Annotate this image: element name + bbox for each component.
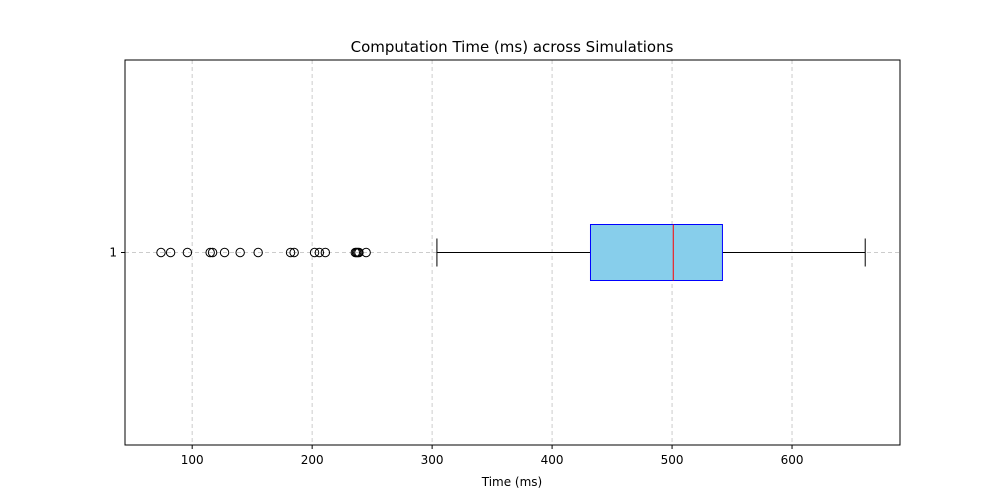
outlier-point bbox=[354, 247, 364, 258]
outlier-point bbox=[156, 247, 166, 258]
outlier-point bbox=[361, 247, 371, 258]
outlier-point bbox=[205, 247, 215, 258]
outlier-point bbox=[219, 247, 230, 258]
outlier-point bbox=[182, 247, 193, 258]
outlier-point bbox=[235, 247, 245, 258]
box-group bbox=[436, 224, 866, 281]
x-tick-label: 600 bbox=[781, 453, 804, 467]
outlier-point bbox=[165, 247, 176, 258]
outlier-group bbox=[156, 247, 371, 258]
outlier-point bbox=[309, 247, 320, 258]
outlier-point bbox=[289, 247, 299, 258]
x-tick-label: 500 bbox=[661, 453, 684, 467]
x-axis-label: Time (ms) bbox=[481, 475, 543, 489]
outlier-point bbox=[207, 247, 218, 258]
x-tick-label: 200 bbox=[301, 453, 324, 467]
iqr-box bbox=[589, 224, 723, 281]
x-tick-label: 300 bbox=[421, 453, 444, 467]
chart-title: Computation Time (ms) across Simulations bbox=[351, 38, 674, 56]
x-axis-ticks: 100 200 300 400 500 600 bbox=[181, 445, 804, 467]
outlier-point bbox=[285, 247, 296, 258]
outlier-point bbox=[320, 247, 331, 258]
outlier-point bbox=[314, 247, 325, 258]
x-tick-label: 100 bbox=[181, 453, 204, 467]
x-tick-label: 400 bbox=[541, 453, 564, 467]
outlier-point bbox=[253, 247, 263, 258]
y-axis-ticks: 1 bbox=[109, 246, 125, 260]
y-tick-label: 1 bbox=[109, 246, 117, 260]
